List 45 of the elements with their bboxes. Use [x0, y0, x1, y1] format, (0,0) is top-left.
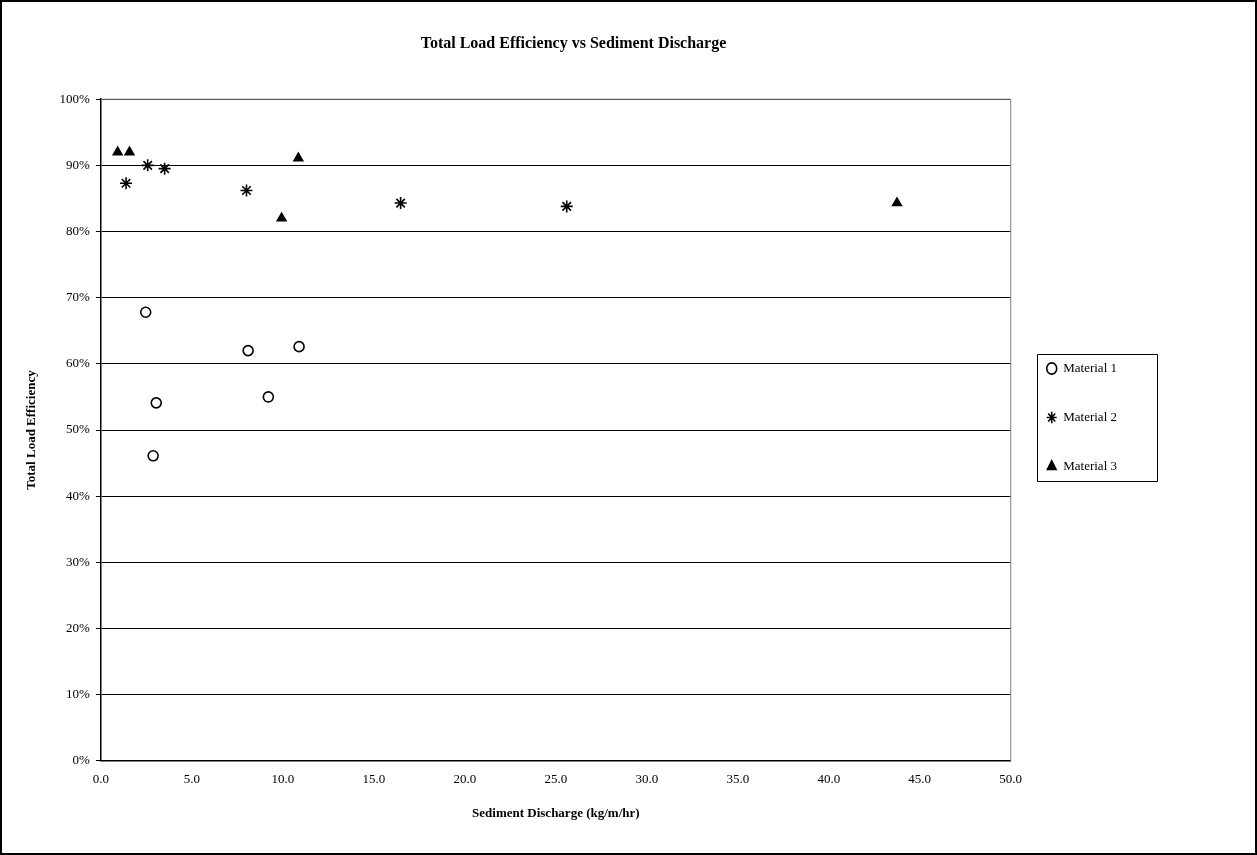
point — [139, 306, 152, 319]
point — [293, 152, 304, 162]
y-tick-label: 90% — [66, 156, 91, 172]
chart-title: Total Load Efficiency vs Sediment Discharge — [420, 33, 727, 52]
y-tick-label: 60% — [66, 355, 91, 371]
y-tick-label: 70% — [66, 289, 91, 305]
x-tick-label: 40.0 — [817, 771, 841, 787]
point — [112, 146, 123, 156]
point — [293, 340, 305, 353]
y-tick-label: 20% — [66, 619, 91, 635]
legend-label: Material 1 — [1063, 359, 1118, 375]
point — [393, 196, 408, 210]
point — [157, 161, 172, 176]
legend-label: Material 3 — [1063, 457, 1118, 473]
x-tick-label: 45.0 — [908, 771, 932, 787]
point — [242, 344, 254, 357]
y-tick-label: 100% — [59, 90, 91, 106]
point — [262, 391, 275, 403]
y-tick-label: 30% — [66, 553, 91, 569]
y-axis-title: Total Load Efficiency — [23, 369, 39, 490]
point — [150, 397, 163, 409]
x-tick-label: 20.0 — [453, 771, 477, 787]
y-tick-label: 50% — [66, 421, 91, 437]
x-tick-label: 0.0 — [92, 771, 110, 787]
x-tick-label: 35.0 — [726, 771, 750, 787]
y-tick-label: 10% — [66, 686, 91, 702]
y-tick-label: 0% — [72, 752, 91, 768]
x-tick-label: 25.0 — [544, 771, 568, 787]
legend-label: Material 2 — [1063, 408, 1118, 424]
point — [891, 197, 903, 207]
x-tick-label: 30.0 — [635, 771, 659, 787]
x-tick-label: 50.0 — [999, 771, 1023, 787]
point — [140, 158, 155, 173]
point — [239, 183, 254, 198]
x-tick-label: 10.0 — [271, 771, 295, 787]
point — [147, 450, 159, 462]
point — [276, 212, 287, 222]
x-tick-label: 5.0 — [183, 771, 201, 787]
x-axis-title: Sediment Discharge (kg/m/hr) — [472, 804, 640, 820]
y-tick-label: 40% — [66, 487, 91, 503]
x-tick-label: 15.0 — [362, 771, 386, 787]
point — [119, 176, 133, 191]
point — [124, 146, 135, 156]
point — [559, 199, 574, 214]
y-tick-label: 80% — [66, 222, 91, 238]
